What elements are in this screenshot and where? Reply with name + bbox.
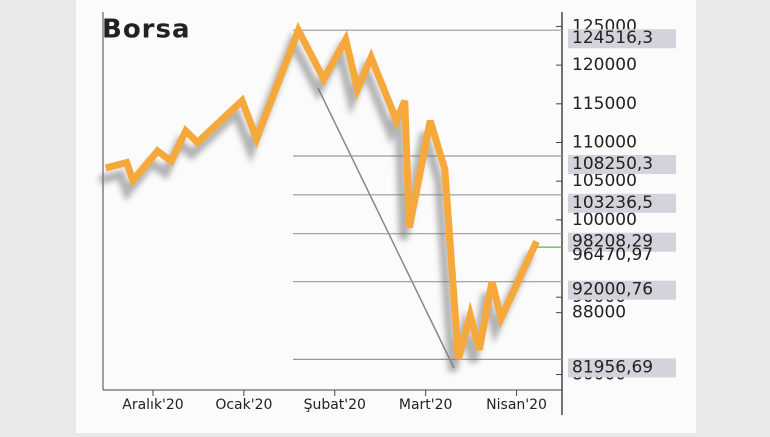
level-label: 103236,5 — [572, 193, 653, 213]
trend-line — [317, 87, 455, 369]
y-tick-label: 88000 — [572, 303, 626, 323]
level-label: 81956,69 — [572, 357, 653, 377]
level-box — [568, 280, 676, 300]
x-tick-label: Aralık'20 — [122, 397, 183, 413]
y-tick-label: 115000 — [572, 94, 637, 114]
y-tick-label: 100000 — [572, 210, 637, 230]
x-tick-label: Nisan'20 — [486, 397, 547, 413]
level-label: 108250,3 — [572, 154, 653, 174]
level-box — [568, 29, 676, 49]
x-tick-label: Şubat'20 — [304, 397, 366, 413]
level-box — [568, 155, 676, 175]
level-label: 96470,97 — [572, 245, 653, 265]
line — [104, 21, 540, 360]
y-tick-label: 120000 — [572, 55, 637, 75]
level-label: 92000,76 — [572, 280, 653, 300]
y-tick-label: 110000 — [572, 132, 637, 152]
level-box — [568, 232, 676, 252]
level-label: 98208,29 — [572, 232, 653, 252]
y-tick-label: 105000 — [572, 171, 637, 191]
level-label: 124516,3 — [572, 28, 653, 48]
x-tick-label: Mart'20 — [399, 397, 453, 413]
chart-title: Borsa — [102, 15, 191, 45]
x-tick-label: Ocak'20 — [215, 397, 272, 413]
level-box — [568, 193, 676, 213]
level-box — [568, 358, 676, 378]
